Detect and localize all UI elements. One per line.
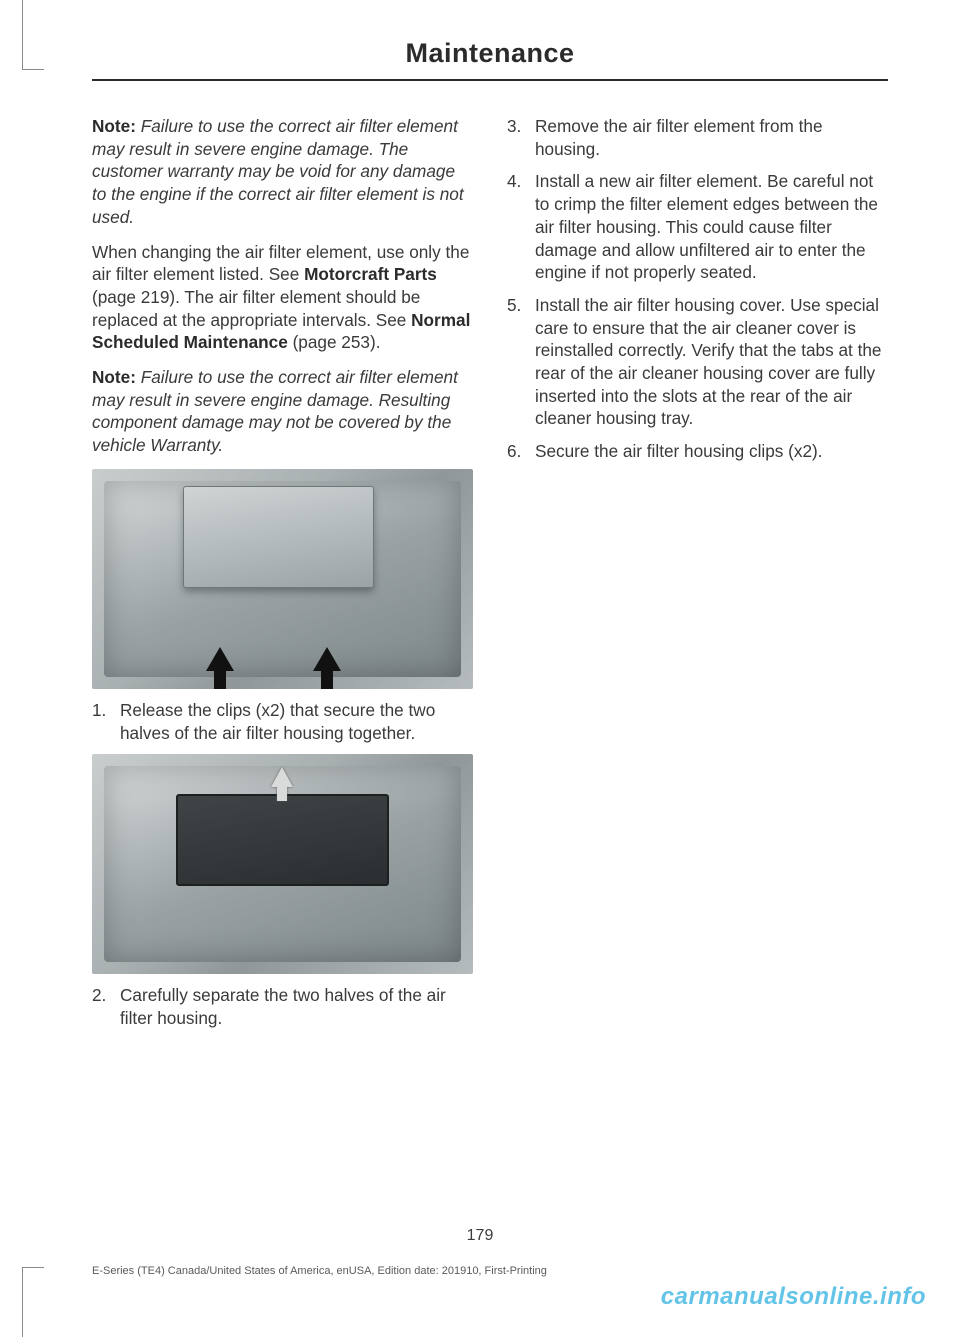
two-column-layout: Note: Failure to use the correct air fil… [92, 115, 888, 1040]
figure-2-arrow-up [271, 767, 293, 787]
steps-list-1: 1. Release the clips (x2) that secure th… [92, 699, 473, 744]
step-3-number: 3. [507, 115, 535, 160]
steps-list-right: 3. Remove the air filter element from th… [507, 115, 888, 463]
crop-mark-top [22, 0, 44, 70]
note-1: Note: Failure to use the correct air fil… [92, 115, 473, 229]
paragraph-1: When changing the air filter element, us… [92, 241, 473, 355]
page-number: 179 [0, 1227, 960, 1245]
watermark: carmanualsonline.info [661, 1283, 926, 1311]
note-1-label: Note: [92, 116, 136, 136]
note-2-text: Failure to use the correct air filter el… [92, 367, 458, 455]
step-3-text: Remove the air filter element from the h… [535, 115, 888, 160]
step-1: 1. Release the clips (x2) that secure th… [92, 699, 473, 744]
step-2: 2. Carefully separate the two halves of … [92, 984, 473, 1029]
footer-edition: E-Series (TE4) Canada/United States of A… [92, 1265, 547, 1277]
figure-2-tray [176, 794, 389, 886]
step-4-text: Install a new air filter element. Be car… [535, 170, 888, 284]
step-6: 6. Secure the air filter housing clips (… [507, 440, 888, 463]
step-5: 5. Install the air filter housing cover.… [507, 294, 888, 430]
step-4: 4. Install a new air filter element. Be … [507, 170, 888, 284]
note-1-text: Failure to use the correct air filter el… [92, 116, 464, 227]
step-2-number: 2. [92, 984, 120, 1029]
step-5-text: Install the air filter housing cover. Us… [535, 294, 888, 430]
para1-bold-1: Motorcraft Parts [304, 264, 437, 284]
para1-part-b: (page 219). The air filter element shoul… [92, 287, 420, 330]
step-1-number: 1. [92, 699, 120, 744]
figure-1-engine-housing [92, 469, 473, 689]
page-title: Maintenance [92, 38, 888, 79]
step-4-number: 4. [507, 170, 535, 284]
step-3: 3. Remove the air filter element from th… [507, 115, 888, 160]
page-content: Maintenance Note: Failure to use the cor… [0, 0, 960, 1040]
step-2-text: Carefully separate the two halves of the… [120, 984, 473, 1029]
crop-mark-bottom [22, 1267, 44, 1337]
step-6-text: Secure the air filter housing clips (x2)… [535, 440, 823, 463]
right-column: 3. Remove the air filter element from th… [507, 115, 888, 1040]
figure-2-housing-open [92, 754, 473, 974]
note-2-label: Note: [92, 367, 136, 387]
step-1-text: Release the clips (x2) that secure the t… [120, 699, 473, 744]
figure-1-arrow-left [206, 647, 234, 671]
para1-part-c: (page 253). [288, 332, 381, 352]
left-column: Note: Failure to use the correct air fil… [92, 115, 473, 1040]
note-2: Note: Failure to use the correct air fil… [92, 366, 473, 457]
step-6-number: 6. [507, 440, 535, 463]
figure-1-housing [183, 486, 374, 587]
steps-list-2: 2. Carefully separate the two halves of … [92, 984, 473, 1029]
header-rule [92, 79, 888, 81]
figure-1-arrow-right [313, 647, 341, 671]
step-5-number: 5. [507, 294, 535, 430]
